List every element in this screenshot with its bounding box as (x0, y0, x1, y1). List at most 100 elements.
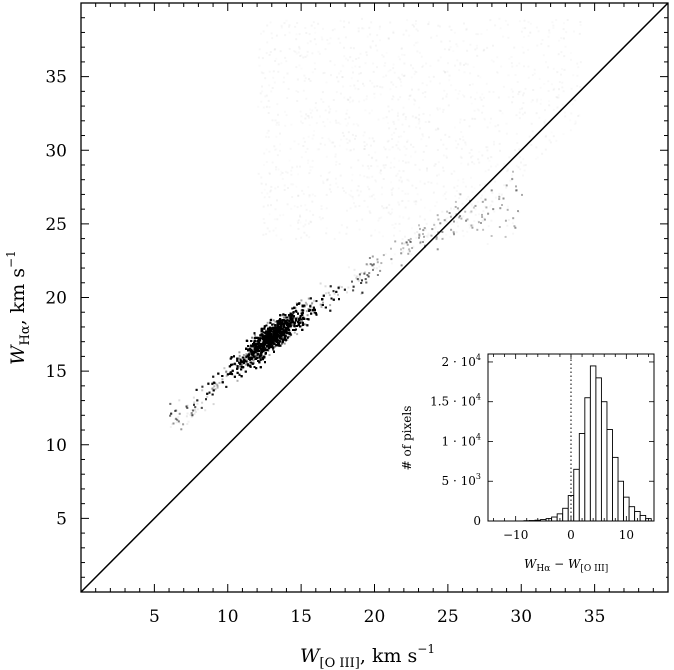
density-pixel (439, 222, 442, 225)
density-pixel (332, 298, 335, 301)
density-pixel (297, 322, 300, 325)
density-pixel (282, 322, 285, 325)
density-pixel (368, 272, 371, 275)
density-pixel (245, 355, 248, 358)
density-pixel (453, 233, 455, 236)
density-pixel (280, 337, 283, 340)
density-pixel (361, 279, 363, 282)
density-pixel (260, 354, 263, 357)
density-pixel (268, 331, 271, 334)
density-pixel (298, 320, 301, 323)
density-pixel (376, 274, 379, 276)
density-pixel (441, 231, 444, 233)
density-pixel (178, 412, 181, 415)
density-pixel (314, 312, 317, 315)
density-pixel (260, 352, 263, 355)
density-pixel (192, 409, 195, 412)
density-pixel (352, 289, 355, 292)
density-pixel (263, 331, 266, 334)
density-pixel (268, 331, 271, 334)
density-pixel (364, 278, 367, 281)
density-pixel (240, 359, 242, 362)
density-pixel (292, 311, 295, 314)
density-pixel (231, 363, 234, 366)
density-pixel (283, 335, 286, 338)
density-pixel (514, 226, 517, 229)
density-pixel (448, 212, 451, 214)
density-pixel (289, 312, 292, 315)
density-pixel (488, 225, 490, 227)
density-pixel (247, 347, 250, 350)
density-pixel (465, 219, 467, 222)
density-pixel (256, 353, 259, 356)
density-pixel (252, 354, 255, 357)
density-pixel (254, 357, 257, 360)
density-pixel (292, 311, 295, 314)
density-pixel (259, 354, 261, 357)
density-pixel (293, 315, 295, 318)
density-pixel (351, 280, 353, 283)
density-pixel (260, 348, 263, 351)
density-pixel (276, 320, 279, 323)
density-pixel (175, 421, 178, 424)
density-pixel (264, 348, 267, 351)
density-pixel (279, 344, 282, 347)
density-pixel (269, 321, 272, 324)
density-pixel (247, 357, 250, 360)
density-pixel (262, 345, 265, 348)
density-pixel (499, 207, 502, 210)
density-pixel (264, 347, 267, 350)
density-pixel (267, 327, 270, 330)
density-pixel (289, 324, 292, 327)
density-pixel (245, 339, 248, 342)
density-pixel (288, 314, 291, 317)
density-pixel (298, 318, 301, 321)
density-pixel (441, 231, 444, 233)
density-pixel (291, 323, 294, 326)
density-pixel (277, 327, 280, 330)
density-pixel (312, 308, 315, 311)
density-pixel (274, 333, 276, 336)
density-pixel (284, 322, 287, 325)
density-pixel (281, 334, 283, 337)
density-pixel (277, 343, 280, 346)
density-pixel (269, 334, 272, 337)
density-pixel (178, 412, 181, 415)
density-pixel (244, 370, 247, 373)
density-pixel (240, 375, 243, 378)
density-pixel (291, 314, 294, 317)
density-pixel (351, 280, 353, 283)
density-pixel (242, 360, 245, 363)
density-pixel (288, 332, 291, 335)
density-pixel (274, 329, 277, 332)
density-pixel (292, 312, 294, 315)
density-pixel (282, 322, 285, 325)
density-pixel (274, 333, 276, 336)
density-pixel (490, 189, 493, 192)
density-pixel (278, 320, 281, 323)
density-pixel (357, 279, 360, 282)
density-pixel (169, 414, 172, 417)
density-pixel (229, 371, 232, 374)
density-pixel (459, 215, 462, 217)
density-pixel (300, 318, 303, 321)
density-pixel (296, 303, 298, 306)
density-pixel (185, 405, 188, 408)
density-pixel (175, 409, 178, 412)
density-pixel (190, 412, 193, 415)
density-pixel (233, 362, 236, 365)
density-pixel (303, 305, 306, 308)
density-pixel (236, 359, 239, 362)
density-pixel (269, 321, 272, 324)
density-pixel (360, 282, 363, 284)
density-pixel (247, 353, 250, 356)
density-pixel (308, 309, 311, 312)
density-pixel (369, 263, 372, 266)
density-pixel (266, 335, 268, 338)
density-pixel (296, 333, 299, 336)
density-pixel (288, 320, 291, 323)
density-pixel (291, 314, 294, 317)
density-pixel (208, 391, 211, 394)
density-pixel (353, 268, 356, 271)
density-pixel (280, 334, 282, 337)
